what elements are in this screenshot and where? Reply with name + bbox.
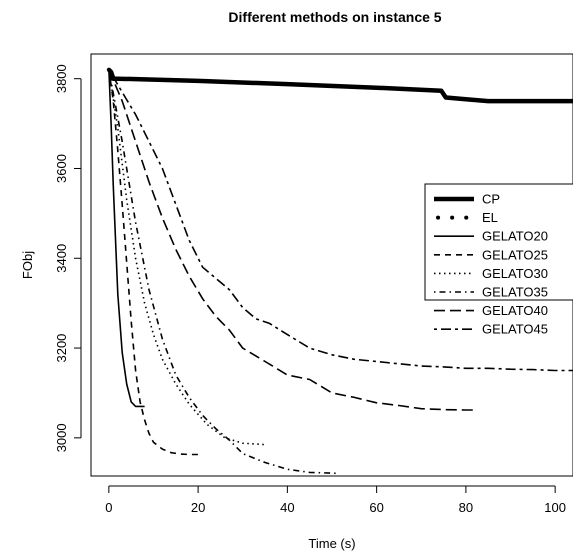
y-tick-label-3: 3600 — [54, 154, 69, 183]
legend-label-gelato20: GELATO20 — [482, 229, 548, 244]
plot-lines — [106, 67, 573, 475]
legend-label-el: EL — [482, 210, 498, 225]
legend-label-gelato25: GELATO25 — [482, 247, 548, 262]
legend-label-cp: CP — [482, 192, 500, 207]
legend-label-gelato30: GELATO30 — [482, 266, 548, 281]
x-axis-label: Time (s) — [308, 536, 355, 551]
x-tick-label-2: 40 — [280, 500, 294, 515]
legend-label-gelato45: GELATO45 — [482, 322, 548, 337]
y-axis-label: FObj — [20, 251, 35, 279]
series-line-gelato30 — [108, 69, 266, 446]
x-tick-label-1: 20 — [191, 500, 205, 515]
y-tick-label-1: 3200 — [54, 334, 69, 363]
x-tick-label-0: 0 — [105, 500, 112, 515]
x-tick-label-5: 100 — [544, 500, 566, 515]
x-tick-label-4: 80 — [459, 500, 473, 515]
series-line-gelato20 — [108, 69, 145, 408]
y-tick-label-4: 3800 — [54, 64, 69, 93]
legend-label-gelato40: GELATO40 — [482, 303, 548, 318]
x-tick-label-3: 60 — [369, 500, 383, 515]
series-line-gelato25 — [108, 69, 199, 456]
series-line-cp — [107, 68, 573, 104]
legend-box — [424, 183, 573, 301]
plot-frame — [90, 53, 573, 477]
series-line-gelato45 — [108, 69, 573, 372]
legend-label-gelato35: GELATO35 — [482, 285, 548, 300]
y-tick-label-0: 3000 — [54, 423, 69, 452]
series-line-gelato35 — [108, 69, 337, 475]
y-tick-label-2: 3400 — [54, 244, 69, 273]
series-line-gelato40 — [108, 69, 475, 411]
y-axis: 3000 3200 3400 3600 3800 — [54, 64, 82, 452]
legend: CP EL GELATO20 GELATO25 GELATO30 GELATO35 GELA… — [424, 183, 573, 337]
chart-title: Different methods on instance 5 — [228, 9, 441, 25]
x-axis: 0 20 40 60 80 100 — [105, 485, 566, 515]
